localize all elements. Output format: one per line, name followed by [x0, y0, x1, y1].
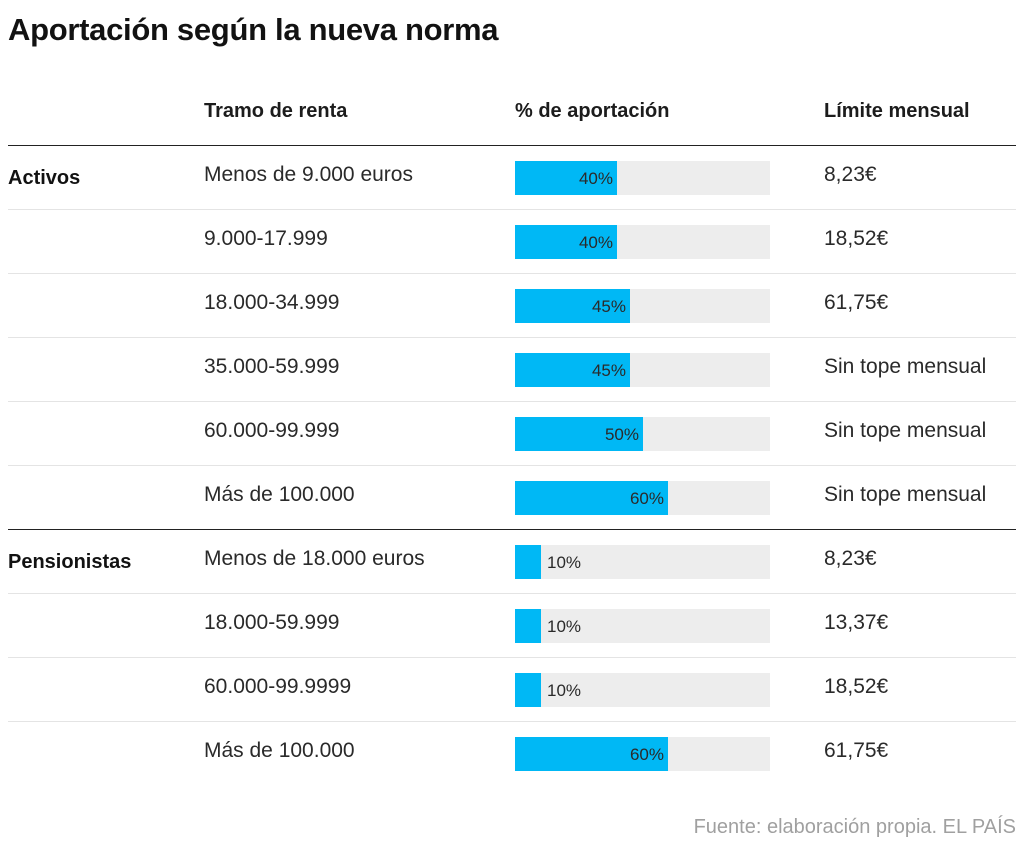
limite-cell: Sin tope mensual: [824, 483, 987, 506]
tramo-cell: 35.000-59.999: [204, 355, 340, 378]
row-divider: [8, 337, 1016, 338]
bar-value-label: 10%: [547, 617, 582, 636]
row-divider: [8, 209, 1016, 210]
bar-value-label: 45%: [591, 297, 626, 316]
limite-cell: 8,23€: [824, 163, 877, 186]
limite-cell: 61,75€: [824, 291, 889, 314]
bar-track: 45%: [515, 353, 770, 387]
row-divider: [8, 593, 1016, 594]
bar-track: 40%: [515, 161, 770, 195]
group-label: Activos: [8, 167, 81, 189]
table-row: Pensionistas Menos de 18.000 euros 10% 8,23…: [0, 529, 1024, 593]
table-row: 9.000-17.999 40% 18,52€: [0, 209, 1024, 273]
bar-fill: [515, 353, 630, 387]
bar-track: 60%: [515, 481, 770, 515]
limite-cell: 8,23€: [824, 547, 877, 570]
tramo-cell: Más de 100.000: [204, 483, 355, 506]
row-divider: [8, 721, 1016, 722]
bar-value-label: 45%: [591, 361, 626, 380]
row-divider: [8, 273, 1016, 274]
bar-fill: [515, 673, 541, 707]
table-row: 18.000-34.999 45% 61,75€: [0, 273, 1024, 337]
bar-fill: [515, 609, 541, 643]
bar-track: 10%: [515, 609, 770, 643]
column-header-aportacion: % de aportación: [515, 100, 670, 122]
limite-cell: Sin tope mensual: [824, 355, 987, 378]
column-header-limite: Límite mensual: [824, 100, 970, 122]
bar-track: 45%: [515, 289, 770, 323]
bar-fill: [515, 225, 617, 259]
table-row: Activos Menos de 9.000 euros 40% 8,23€: [0, 145, 1024, 209]
row-divider: [8, 465, 1016, 466]
table-row: 60.000-99.9999 10% 18,52€: [0, 657, 1024, 721]
table-row: Más de 100.000 60% Sin tope mensual: [0, 465, 1024, 529]
table-row: Más de 100.000 60% 61,75€: [0, 721, 1024, 785]
bar-fill: [515, 545, 541, 579]
bar-fill: [515, 481, 668, 515]
bar-value-label: 60%: [629, 489, 664, 508]
tramo-cell: 60.000-99.9999: [204, 675, 352, 698]
source-note: Fuente: elaboración propia. EL PAÍS: [693, 816, 1016, 838]
bar-track: 10%: [515, 545, 770, 579]
limite-cell: 18,52€: [824, 227, 889, 250]
table-row: 35.000-59.999 45% Sin tope mensual: [0, 337, 1024, 401]
column-header-tramo: Tramo de renta: [204, 100, 348, 122]
bar-fill: [515, 161, 617, 195]
row-divider: [8, 657, 1016, 658]
bar-track: 50%: [515, 417, 770, 451]
limite-cell: Sin tope mensual: [824, 419, 987, 442]
group-label: Pensionistas: [8, 551, 132, 573]
bar-fill: [515, 737, 668, 771]
tramo-cell: Más de 100.000: [204, 739, 355, 762]
row-divider: [8, 401, 1016, 402]
bar-value-label: 40%: [578, 169, 613, 188]
tramo-cell: 9.000-17.999: [204, 227, 328, 250]
bar-value-label: 60%: [629, 745, 664, 764]
limite-cell: 61,75€: [824, 739, 889, 762]
limite-cell: 18,52€: [824, 675, 889, 698]
bar-fill: [515, 417, 643, 451]
tramo-cell: Menos de 9.000 euros: [204, 163, 413, 186]
tramo-cell: 18.000-59.999: [204, 611, 340, 634]
bar-value-label: 40%: [578, 233, 613, 252]
bar-value-label: 50%: [604, 425, 639, 444]
bar-value-label: 10%: [547, 681, 582, 700]
chart-title: Aportación según la nueva norma: [8, 12, 499, 47]
bar-fill: [515, 289, 630, 323]
bar-track: 40%: [515, 225, 770, 259]
table-row: 18.000-59.999 10% 13,37€: [0, 593, 1024, 657]
bar-track: 60%: [515, 737, 770, 771]
table-row: 60.000-99.999 50% Sin tope mensual: [0, 401, 1024, 465]
tramo-cell: Menos de 18.000 euros: [204, 547, 425, 570]
bar-value-label: 10%: [547, 553, 582, 572]
bar-track: 10%: [515, 673, 770, 707]
tramo-cell: 60.000-99.999: [204, 419, 340, 442]
limite-cell: 13,37€: [824, 611, 889, 634]
group-divider: [8, 145, 1016, 146]
tramo-cell: 18.000-34.999: [204, 291, 340, 314]
group-divider: [8, 529, 1016, 530]
